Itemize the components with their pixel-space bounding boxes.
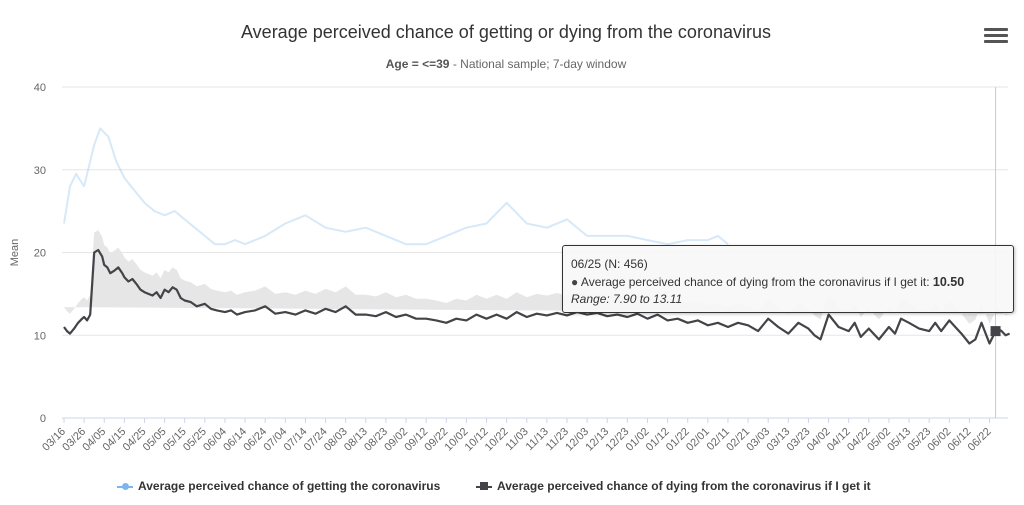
legend-circle-icon [122, 483, 129, 490]
y-tick-label: 20 [34, 248, 46, 260]
x-tick-label: 02/01 [684, 426, 712, 454]
chart-title: Average perceived chance of getting or d… [241, 22, 771, 42]
legend-label: Average perceived chance of getting the … [138, 479, 441, 493]
tooltip-series-line: ● Average perceived chance of dying from… [571, 275, 964, 289]
tooltip-header: 06/25 (N: 456) [571, 257, 648, 271]
menu-bar [984, 28, 1008, 31]
x-tick-label: 10/22 [483, 426, 511, 454]
subtitle-value: <=39 [422, 57, 450, 71]
y-tick-label: 40 [34, 82, 46, 94]
tooltip-range: Range: 7.90 to 13.11 [571, 292, 683, 306]
tooltip-series-label: Average perceived chance of dying from t… [580, 275, 930, 289]
y-axis: 0 10 20 30 40 Mean [9, 82, 46, 425]
y-tick-label: 30 [34, 165, 46, 177]
y-axis-title: Mean [9, 239, 21, 267]
subtitle-key: Age = [385, 57, 419, 71]
chart-subtitle: Age = <=39 - National sample; 7-day wind… [0, 57, 1012, 71]
legend-square-icon [480, 482, 488, 490]
legend-label: Average perceived chance of dying from t… [497, 479, 871, 493]
subtitle-rest: - National sample; 7-day window [449, 57, 627, 71]
menu-bar [984, 34, 1008, 37]
y-tick-label: 10 [34, 330, 46, 342]
series-line-dying [63, 248, 1011, 345]
series-range-dying [64, 230, 1010, 324]
legend: Average perceived chance of getting the … [0, 479, 1024, 495]
tooltip: 06/25 (N: 456) ● Average perceived chanc… [562, 245, 1014, 313]
tooltip-value: 10.50 [932, 275, 965, 289]
menu-bar [984, 40, 1008, 43]
highlight-marker [990, 326, 1001, 337]
x-tick-label: 06/22 [966, 426, 994, 454]
tooltip-bullet-icon: ● [571, 275, 579, 289]
y-tick-label: 0 [40, 413, 46, 425]
hamburger-menu-icon[interactable] [984, 28, 1008, 48]
x-axis: 03/1603/2604/0504/1504/2505/0505/1505/25… [40, 417, 1008, 454]
series-line-getting [63, 127, 729, 246]
